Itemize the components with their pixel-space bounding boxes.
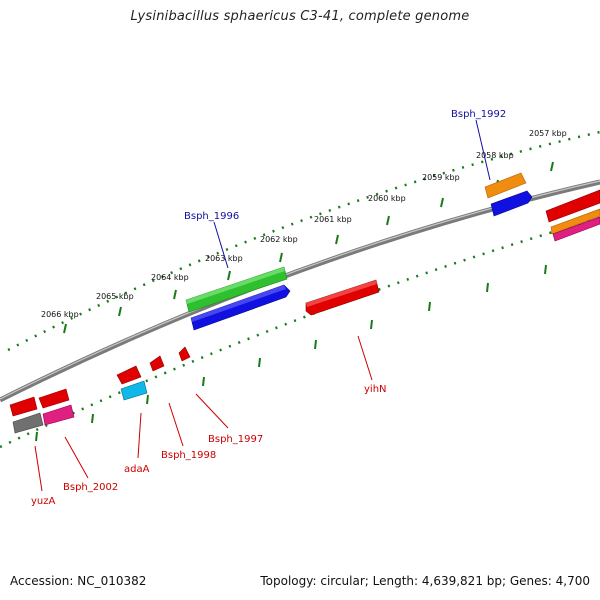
map-title: Lysinibacillus sphaericus C3-41, complet… — [130, 9, 470, 24]
kbp-labels: 2057 kbp 2058 kbp 2059 kbp 2060 kbp 2061… — [41, 129, 567, 319]
gene-bsph-1992-orange[interactable] — [484, 172, 527, 199]
gene-label: Bsph_1997 — [208, 434, 263, 445]
inner-tick-track — [0, 216, 600, 449]
kbp-label: 2058 kbp — [476, 151, 514, 160]
gene-bsph-1992-blue[interactable] — [490, 190, 533, 217]
genome-backbone — [0, 179, 600, 403]
kbp-label: 2064 kbp — [151, 273, 189, 282]
kbp-label: 2060 kbp — [368, 194, 406, 203]
gene-adaa-cyan[interactable] — [120, 380, 148, 401]
kbp-label: 2059 kbp — [422, 173, 460, 182]
gene-label: yuzA — [31, 496, 56, 507]
gene-label: adaA — [124, 464, 150, 475]
gene-bsph-2002-red[interactable] — [38, 388, 70, 409]
inner-major-ticks — [35, 264, 547, 442]
gene-yuza-gray[interactable] — [12, 412, 44, 434]
gene-label: Bsph_1992 — [451, 109, 506, 120]
gene-orange-right[interactable] — [550, 208, 600, 235]
gene-labels: Bsph_1992 Bsph_1996 yihN Bsph_1997 Bsph_… — [31, 109, 506, 507]
kbp-label: 2061 kbp — [314, 215, 352, 224]
kbp-label: 2057 kbp — [529, 129, 567, 138]
gene-red-right[interactable] — [545, 189, 600, 223]
label-connectors — [34, 119, 491, 492]
gene-yuza-red[interactable] — [9, 396, 38, 417]
gene-bsph-2002-magenta[interactable] — [42, 404, 75, 426]
reverse-genes — [9, 279, 380, 434]
gene-label: Bsph_2002 — [63, 482, 118, 493]
gene-bsph-1998[interactable] — [149, 355, 165, 372]
gene-label: Bsph_1998 — [161, 450, 216, 461]
gene-bsph-1997[interactable] — [178, 346, 191, 362]
outer-tick-track — [7, 130, 600, 352]
gene-adaa-red[interactable] — [116, 365, 142, 385]
topology-text: Topology: circular; Length: 4,639,821 bp… — [260, 574, 590, 588]
gene-label: Bsph_1996 — [184, 211, 239, 222]
accession-text: Accession: NC_010382 — [10, 574, 147, 588]
forward-genes — [185, 172, 600, 331]
gene-label: yihN — [364, 384, 387, 395]
gene-magenta-right[interactable] — [552, 216, 600, 242]
kbp-label: 2066 kbp — [41, 310, 79, 319]
kbp-label: 2062 kbp — [260, 235, 298, 244]
kbp-label: 2065 kbp — [96, 292, 134, 301]
kbp-label: 2063 kbp — [205, 254, 243, 263]
